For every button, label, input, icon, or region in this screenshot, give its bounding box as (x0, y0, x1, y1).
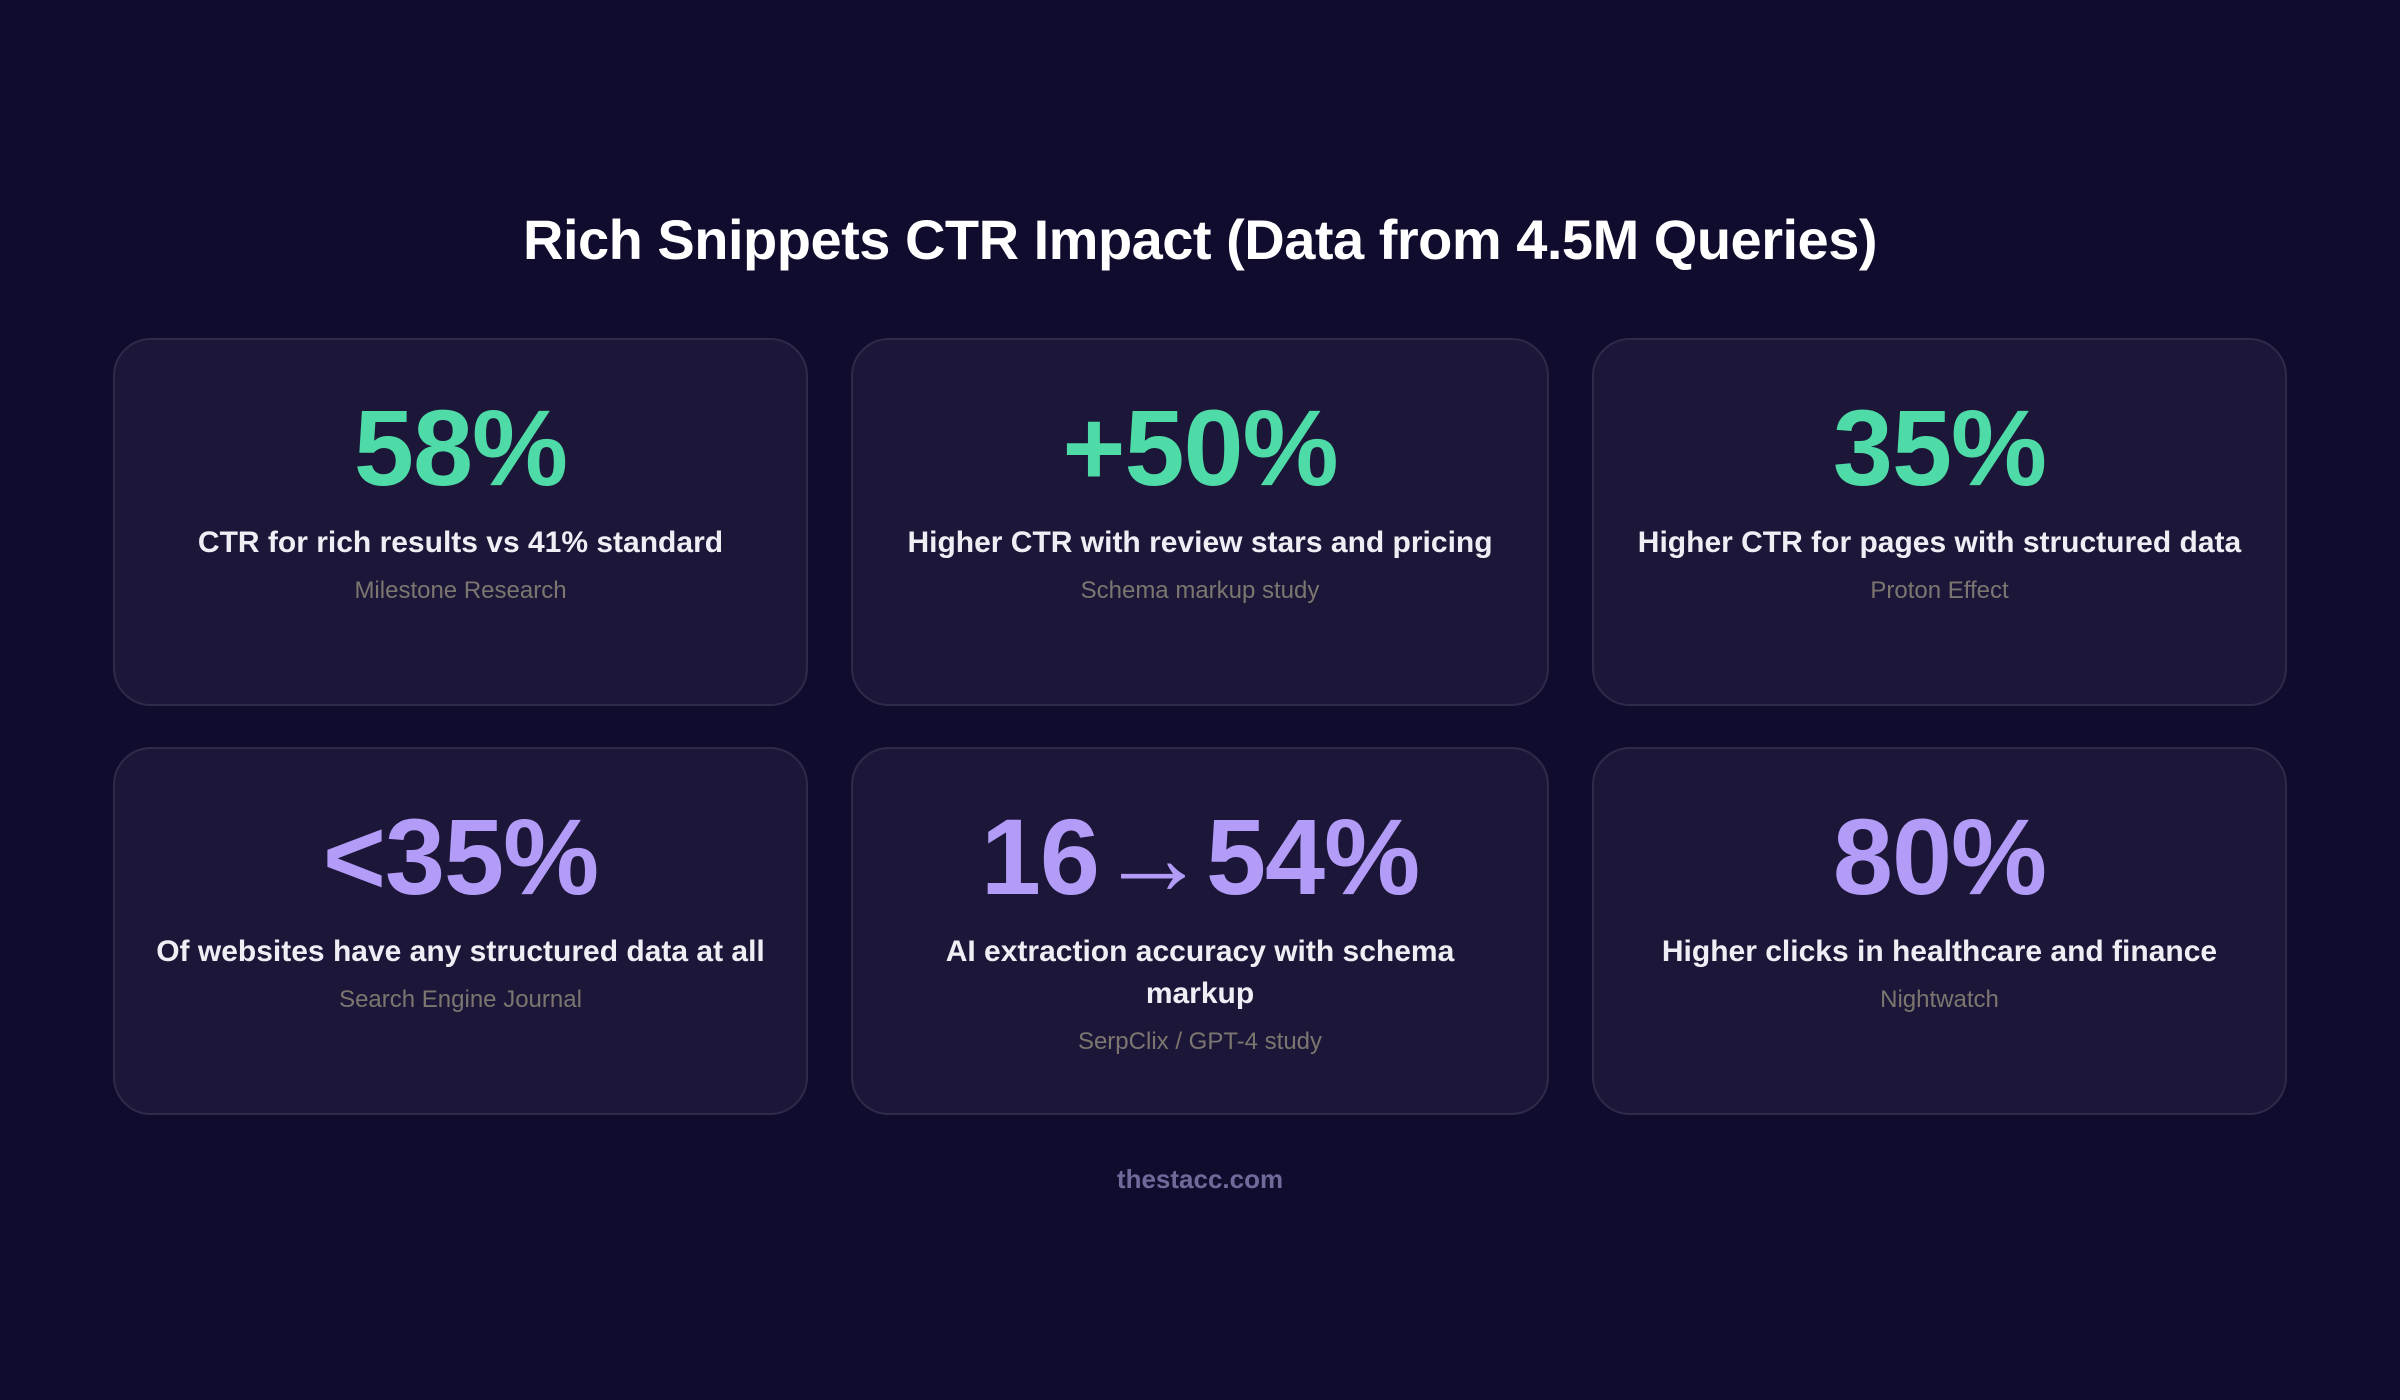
stat-description: Higher clicks in healthcare and finance (1661, 935, 2218, 968)
stat-value: <35% (322, 796, 599, 917)
stat-card: 80% Higher clicks in healthcare and fina… (1592, 747, 2287, 1115)
stat-source: Proton Effect (1870, 577, 2009, 604)
stat-source: SerpClix / GPT-4 study (1077, 1028, 1323, 1055)
stat-source: Milestone Research (354, 577, 567, 604)
stat-value: 16→54% (980, 796, 1420, 917)
footer-site-name: thestacc.com (1116, 1164, 1284, 1194)
stat-description: Higher CTR with review stars and pricing (907, 526, 1493, 559)
stat-source: Search Engine Journal (339, 986, 582, 1013)
stat-value: 35% (1832, 387, 2047, 508)
stat-value: 80% (1832, 796, 2047, 917)
stat-value: +50% (1062, 387, 1338, 508)
stat-description: Of websites have any structured data at … (156, 935, 765, 968)
stat-value: 58% (353, 387, 568, 508)
stat-card: +50% Higher CTR with review stars and pr… (851, 338, 1549, 706)
stat-description: Higher CTR for pages with structured dat… (1637, 526, 2242, 559)
stat-source: Nightwatch (1880, 986, 1999, 1013)
stats-grid: 58% CTR for rich results vs 41% standard… (113, 338, 2287, 1115)
page-title: Rich Snippets CTR Impact (Data from 4.5M… (523, 208, 1877, 271)
stat-description: CTR for rich results vs 41% standard (197, 526, 724, 559)
stat-source: Schema markup study (1080, 577, 1320, 604)
stat-card: 58% CTR for rich results vs 41% standard… (113, 338, 808, 706)
stat-description: AI extraction accuracy with schema marku… (945, 935, 1455, 1010)
stat-card: 16→54% AI extraction accuracy with schem… (851, 747, 1549, 1115)
stat-card: <35% Of websites have any structured dat… (113, 747, 808, 1115)
stat-card: 35% Higher CTR for pages with structured… (1592, 338, 2287, 706)
